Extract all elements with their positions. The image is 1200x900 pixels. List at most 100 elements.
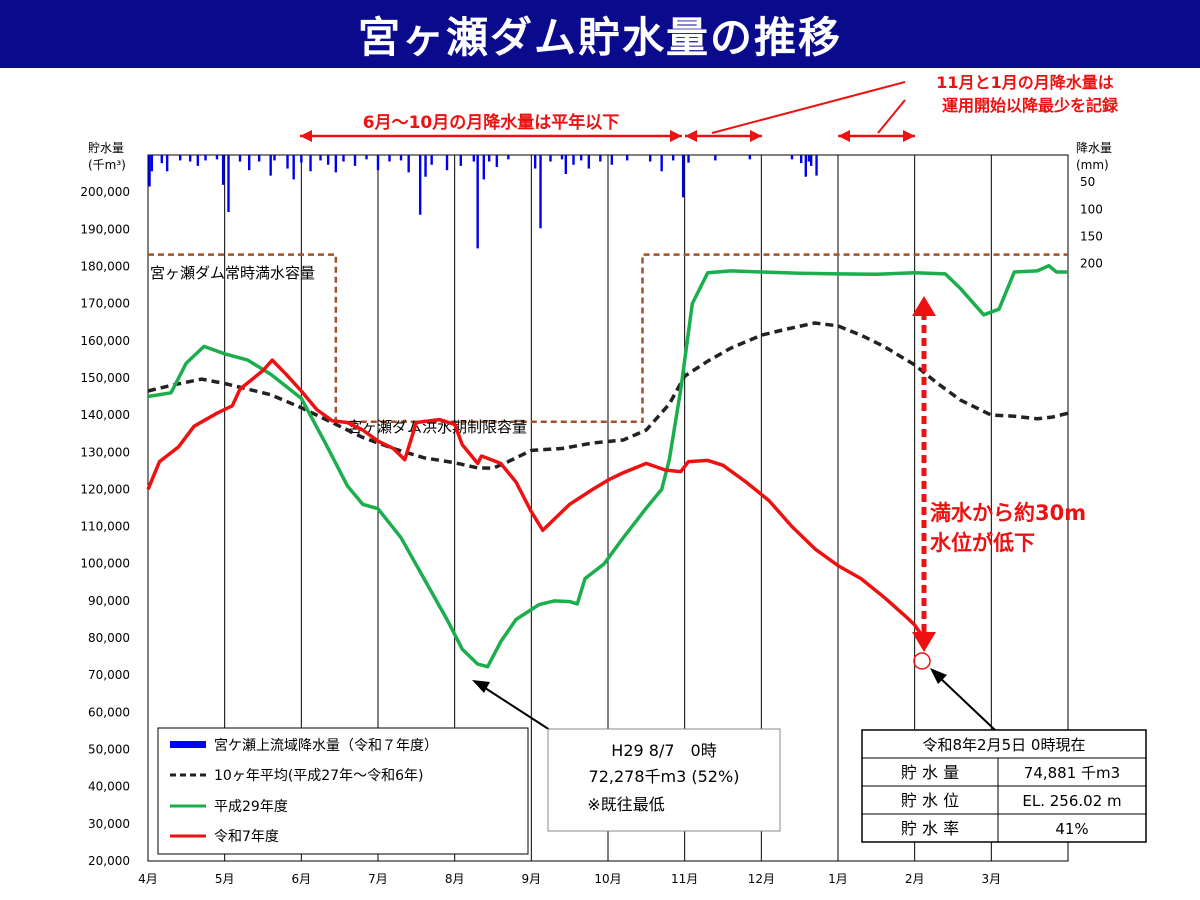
precip-bar	[476, 155, 479, 249]
x-tick-label: 9月	[522, 872, 542, 886]
precip-bar	[179, 155, 182, 161]
precip-bar	[300, 155, 303, 163]
x-tick-label: 11月	[671, 872, 698, 886]
legend-label-r7: 令和7年度	[214, 829, 279, 845]
y-tick-label: 40,000	[88, 780, 130, 794]
precip-bar	[533, 155, 537, 169]
min-record-line1: H29 8/7 0時	[611, 741, 716, 760]
y-right-tick-label: 200	[1080, 257, 1103, 271]
min-record-box: H29 8/7 0時 72,278千m3 (52%) ※既往最低	[547, 728, 781, 832]
drop-text-1: 満水から約30m	[930, 501, 1086, 525]
y-tick-label: 130,000	[80, 445, 130, 459]
precip-bar	[248, 155, 251, 171]
storage-chart: 4月 5月 6月 7月 8月 9月 10月 11月 12月 1月 2月 3月 20,000 30,000…	[80, 73, 1147, 886]
precip-bar	[309, 155, 312, 172]
precip-bar	[560, 155, 564, 160]
precip-bar	[487, 155, 491, 162]
drop-arrow: 満水から約30m 水位が低下	[912, 296, 1086, 670]
precip-bar	[648, 155, 652, 162]
precip-bar	[807, 155, 811, 162]
y-tick-label: 70,000	[88, 668, 130, 682]
y-tick-label: 200,000	[80, 185, 130, 199]
right-axis-unit: (mm)	[1076, 158, 1109, 172]
y-right-tick-label: 150	[1080, 229, 1103, 243]
x-tick-label: 2月	[905, 872, 925, 886]
precip-bar	[507, 155, 510, 160]
x-tick-label: 4月	[138, 872, 158, 886]
status-label-level: 貯 水 位	[901, 791, 959, 810]
series-lines	[146, 263, 1069, 669]
legend-swatch-precip	[170, 741, 206, 748]
y-tick-label: 90,000	[88, 594, 130, 608]
precip-bar	[334, 155, 338, 173]
legend-label-precip: 宮ケ瀬上流域降水量（令和７年度）	[214, 738, 438, 754]
precip-bar	[495, 155, 499, 167]
flood-capacity-label: 宮ヶ瀬ダム洪水期制限容量	[347, 418, 527, 436]
x-tick-label: 6月	[292, 872, 312, 886]
precip-bar	[399, 155, 403, 161]
precip-bar	[221, 155, 225, 185]
left-axis-unit: (千m³)	[88, 158, 126, 172]
y-tick-label: 160,000	[80, 334, 130, 348]
min-record-line2: 72,278千m3 (52%)	[589, 767, 740, 786]
precip-bar	[342, 155, 345, 162]
y-right-tick-label: 50	[1080, 175, 1095, 189]
x-tick-label: 5月	[215, 872, 235, 886]
precip-bar	[273, 155, 276, 161]
y-tick-label: 50,000	[88, 743, 130, 757]
precip-bar	[815, 155, 818, 176]
left-axis-title: 貯水量	[88, 141, 124, 155]
precip-bar	[482, 155, 485, 180]
y-tick-label: 140,000	[80, 408, 130, 422]
y-tick-label: 170,000	[80, 297, 130, 311]
status-label-rate: 貯 水 率	[901, 819, 959, 838]
status-box: 令和8年2月5日 0時現在 貯 水 量 74,881 千m3 貯 水 位 EL.…	[861, 729, 1147, 843]
x-tick-label: 12月	[748, 872, 775, 886]
precip-bar	[257, 155, 261, 162]
nov-jan-text-1: 11月と1月の月降水量は	[936, 73, 1113, 92]
precip-bar	[188, 155, 192, 162]
min-record-line3: ※既往最低	[587, 795, 664, 814]
precip-bar	[204, 155, 207, 161]
precip-bar	[748, 155, 752, 160]
x-tick-label: 10月	[594, 872, 621, 886]
precip-bar	[196, 155, 200, 166]
status-value-volume: 74,881 千m3	[1024, 764, 1120, 782]
legend-label-h29: 平成29年度	[214, 799, 288, 815]
precip-bar	[625, 155, 629, 161]
left-y-axis-ticks: 20,000 30,000 40,000 50,000 60,000 70,000 80,0…	[80, 185, 130, 868]
precip-bar	[809, 155, 813, 166]
precip-bar	[353, 155, 357, 166]
pointer-arrows	[472, 668, 996, 731]
precip-bar	[238, 155, 242, 162]
precip-bar	[671, 155, 675, 161]
y-tick-label: 190,000	[80, 222, 130, 236]
precip-bar	[587, 155, 591, 169]
precip-bar	[424, 155, 427, 177]
precip-bar	[599, 155, 602, 162]
precip-bar	[165, 155, 169, 172]
page-title: 宮ヶ瀬ダム貯水量の推移	[357, 12, 842, 62]
precip-bar	[714, 155, 717, 161]
precip-bar	[687, 155, 690, 163]
series-line-r7	[146, 358, 928, 645]
top-range-annotation: 6月～10月の月降水量は平年以下	[300, 112, 682, 142]
y-tick-label: 180,000	[80, 259, 130, 273]
top-range-text: 6月～10月の月降水量は平年以下	[363, 112, 620, 133]
x-axis-ticks: 4月 5月 6月 7月 8月 9月 10月 11月 12月 1月 2月 3月	[138, 872, 1001, 886]
precip-bar	[326, 155, 330, 165]
status-header: 令和8年2月5日 0時現在	[923, 736, 1086, 754]
nov-jan-text-2: 運用開始以降最少を記録	[942, 96, 1119, 115]
precip-bar	[319, 155, 322, 161]
y-tick-label: 30,000	[88, 817, 130, 831]
precip-bar	[610, 155, 614, 165]
right-y-axis-ticks: 50 100 150 200	[1080, 175, 1103, 270]
precip-bar	[160, 155, 163, 164]
x-tick-label: 3月	[982, 872, 1002, 886]
precip-bar	[286, 155, 289, 169]
precip-bar	[800, 155, 803, 164]
precip-bar	[539, 155, 542, 229]
precip-bar	[572, 155, 575, 165]
precip-bar	[150, 155, 154, 172]
precip-bar	[376, 155, 380, 171]
